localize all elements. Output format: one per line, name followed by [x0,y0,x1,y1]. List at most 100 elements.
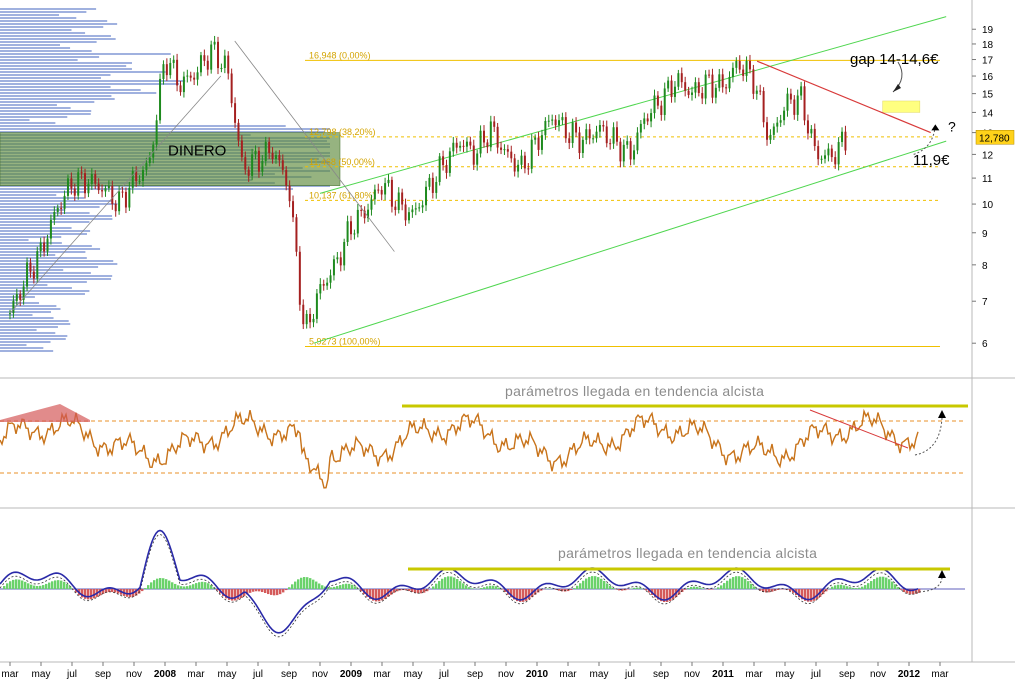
candle-body [138,181,141,183]
candle-body [793,99,796,115]
volume-bar [0,26,104,28]
candle-body [94,174,97,184]
candle-body [762,91,765,123]
macd-histogram-bar [36,586,39,590]
candle-body [544,120,547,136]
y-tick-label: 9 [982,229,988,240]
macd-histogram-bar [24,581,27,590]
candle-body [268,141,271,153]
candle-body [448,151,451,173]
volume-bar [0,335,68,337]
candle-body [46,238,49,252]
candle-body [844,131,847,151]
candle-body [435,182,438,193]
macd-histogram-bar [6,583,9,590]
macd-histogram-bar [348,583,351,590]
macd-histogram-bar [255,589,258,592]
candle-body [73,188,76,196]
macd-histogram-bar [918,589,921,593]
macd-histogram-bar [72,589,75,590]
macd-histogram-bar [591,576,594,590]
candle-body [742,69,745,76]
candle-body [360,209,363,211]
macd-histogram-bar [354,586,357,590]
volume-bar [0,233,87,235]
macd-histogram-bar [678,589,681,595]
macd-histogram-bar [285,589,288,591]
macd-histogram-bar [183,586,186,590]
y-tick-label: 17 [982,56,994,67]
macd-histogram-bar [270,589,273,595]
candle-body [602,125,605,127]
candle-body [496,126,499,148]
candle-body [786,93,789,111]
volume-bar [0,215,113,217]
candle-body [169,62,172,76]
candle-body [540,135,543,150]
volume-bar [0,287,72,289]
candle-body [817,146,820,160]
macd-histogram-bar [573,588,576,590]
macd-histogram-bar [420,589,423,594]
macd-histogram-bar [438,581,441,590]
macd-histogram-bar [492,585,495,590]
macd-histogram-bar [519,589,522,602]
macd-histogram-bar [261,589,264,593]
macd-histogram-bar [558,589,561,591]
volume-bar [0,83,180,85]
macd-histogram-bar [654,589,657,598]
candle-body [319,284,322,294]
candle-body [520,155,523,165]
macd-signal-line [0,534,919,638]
y-tick-label: 7 [982,297,988,308]
macd-histogram-bar [414,589,417,593]
candle-body [223,55,226,68]
time-axis: mar may jul sep nov 2008 mar may jul sep nov 2009 ma… [1,662,949,680]
macd-histogram-bar [798,589,801,598]
volume-bar [0,188,294,190]
osc-overbought-fill [0,404,90,422]
volume-bar [0,95,112,97]
volume-bar [0,74,111,76]
volume-bar [0,350,54,352]
macd-histogram-bar [720,585,723,590]
macd-histogram-bar [612,587,615,590]
macd-histogram-bar [168,580,171,590]
candle-body [619,141,622,162]
volume-bar [0,77,101,79]
candle-body [84,173,87,194]
macd-histogram-bar [117,589,120,594]
volume-bar [0,92,157,94]
fibonacci-levels: 16,948 (0,00%) 12,798 (38,20%) 11,468 (50,… [305,50,940,348]
macd-histogram-bar [879,576,882,590]
macd-histogram-bar [669,589,672,602]
macd-histogram-bar [297,579,300,590]
macd-histogram-bar [417,589,420,594]
candle-body [87,183,90,194]
macd-histogram-bar [534,589,537,595]
macd-histogram-bar [546,588,549,590]
macd-histogram-bar [294,581,297,590]
macd-histogram-bar [915,589,918,594]
macd-histogram-bar [636,587,639,590]
macd-histogram-bar [180,586,183,590]
volume-bar [0,119,30,121]
candle-body [738,61,741,70]
candle-body [159,78,162,121]
candle-body [558,120,561,126]
candle-body [343,241,346,266]
fib-level-label: 10,137 (61,80%) [309,190,376,200]
candle-body [568,138,571,144]
candle-body [728,76,731,89]
candle-body [295,217,298,252]
macd-histogram-bar [741,577,744,590]
volume-bar [0,71,166,73]
volume-bar [0,239,29,241]
volume-bar [0,245,92,247]
macd-histogram-bar [330,587,333,590]
candle-body [714,87,717,98]
fib-level-label: 12,798 (38,20%) [309,127,376,137]
x-tick-label: nov [498,669,514,680]
candle-body [339,257,342,266]
volume-bar [0,50,92,52]
